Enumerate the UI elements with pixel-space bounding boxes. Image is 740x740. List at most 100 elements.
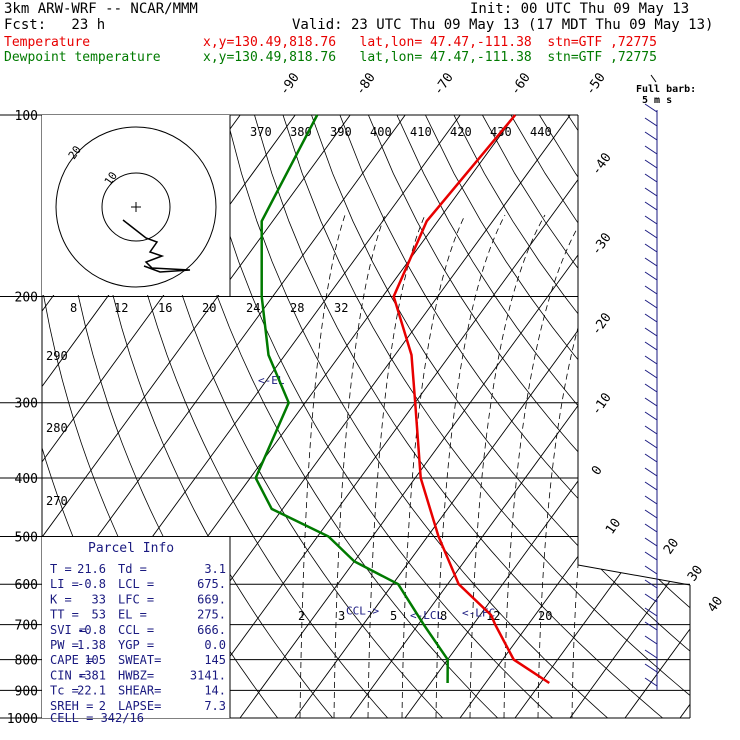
isotherm-label: 0 <box>589 463 606 478</box>
hodograph-speed-label: 32 <box>334 301 348 315</box>
temperature-line <box>392 114 550 685</box>
parcel-value: 2 <box>99 699 106 713</box>
hodograph-speed-label: 28 <box>290 301 304 315</box>
wind-barb <box>644 187 658 197</box>
isotherm-line <box>42 115 406 718</box>
pressure-tick-label: 900 <box>15 684 38 699</box>
isotherm-line <box>679 115 690 718</box>
adiabat-label: 270 <box>46 494 68 508</box>
wind-barb <box>644 677 658 687</box>
hodograph-ring <box>55 126 217 288</box>
mixing-ratio-label: 20 <box>538 609 552 623</box>
wind-barb <box>644 257 658 267</box>
parcel-cell: CELL = 342/16 <box>50 711 144 725</box>
mixing-ratio-label: 3 <box>338 609 345 623</box>
wind-barb <box>644 229 658 239</box>
mixing-ratio-line <box>435 214 506 718</box>
parcel-value: 1.38 <box>77 638 106 652</box>
hodograph-ring-label: 20 <box>66 143 84 161</box>
theta-label: 420 <box>450 125 472 139</box>
hodograph-origin <box>131 202 141 212</box>
parcel-title: Parcel Info <box>88 541 174 556</box>
parcel-label: PW = <box>50 638 79 652</box>
parcel-label: SREH = <box>50 699 93 713</box>
dry-adiabat <box>254 115 663 718</box>
parcel-label: SHEAR= <box>118 684 161 698</box>
dewpoint-location: x,y=130.49,818.76 lat,lon= 47.47,-111.38… <box>203 50 657 65</box>
parcel-value: -381 <box>77 668 106 682</box>
pressure-tick-label: 200 <box>15 291 38 306</box>
wind-barb <box>644 327 658 337</box>
dry-adiabat <box>396 115 690 718</box>
wind-barb <box>644 621 658 631</box>
parcel-value: 669. <box>197 592 226 606</box>
wind-barb <box>644 159 658 169</box>
model-title: 3km ARW-WRF -- NCAR/MMM <box>4 1 198 17</box>
hodograph-speed-label: 16 <box>158 301 172 315</box>
parcel-label: LCL = <box>118 577 154 591</box>
parcel-label: T = <box>50 562 72 576</box>
wind-barb <box>644 145 658 155</box>
pressure-tick-label: 400 <box>15 472 38 487</box>
parcel-label: YGP = <box>118 638 154 652</box>
dry-adiabat <box>168 115 498 718</box>
wind-barb-sample <box>650 74 657 83</box>
mixing-ratio-line <box>367 214 426 718</box>
dry-adiabat <box>595 115 690 718</box>
pressure-tick-label: 500 <box>15 530 38 545</box>
dry-adiabat <box>539 115 690 718</box>
hodograph-speed-label: 12 <box>114 301 128 315</box>
theta-label: 440 <box>530 125 552 139</box>
dry-adiabat <box>282 115 690 718</box>
wind-barb <box>644 607 658 617</box>
pressure-tick-label: 600 <box>15 578 38 593</box>
isotherm-label: 10 <box>603 516 624 537</box>
parcel-label: Tc = <box>50 684 79 698</box>
parcel-label: LAPSE= <box>118 699 161 713</box>
wind-barb <box>644 579 658 589</box>
mixing-ratio-label: 8 <box>440 609 447 623</box>
parcel-label: TT = <box>50 608 79 622</box>
wind-barb <box>644 509 658 519</box>
mixing-ratio-line <box>299 214 346 718</box>
dry-adiabat <box>482 115 690 718</box>
temperature-location: x,y=130.49,818.76 lat,lon= 47.47,-111.38… <box>203 35 657 50</box>
wind-barb <box>644 285 658 295</box>
wind-barb <box>644 313 658 323</box>
wind-barb <box>644 369 658 379</box>
wind-barb <box>644 215 658 225</box>
isotherm-label: -30 <box>589 230 615 258</box>
wind-barb <box>644 243 658 253</box>
parcel-label: CIN = <box>50 668 86 682</box>
isotherm-label: 30 <box>685 563 706 584</box>
isotherm-line <box>569 115 690 718</box>
wind-barbs <box>644 74 658 690</box>
parcel-label: EL = <box>118 608 147 622</box>
wind-barb <box>644 131 658 141</box>
dry-adiabat <box>681 115 690 718</box>
wind-barb <box>644 341 658 351</box>
dry-adiabat <box>339 115 690 718</box>
parcel-label: HWBZ= <box>118 668 154 682</box>
parcel-label: SWEAT= <box>118 653 161 667</box>
hodograph-speed-label: 24 <box>246 301 260 315</box>
parcel-value: 21.6 <box>77 562 106 576</box>
wind-barb <box>644 425 658 435</box>
parcel-label: CAPE = <box>50 653 93 667</box>
isotherm-label: 20 <box>661 536 682 557</box>
mixing-ratio-label: 5 <box>390 609 397 623</box>
isotherm-label: -70 <box>431 70 457 98</box>
init-time: Init: 00 UTC Thu 09 May 13 <box>470 1 690 17</box>
wind-barb <box>644 117 658 127</box>
parcel-label: CCL = <box>118 623 154 637</box>
theta-label: 410 <box>410 125 432 139</box>
ccl-marker: CCL-> <box>346 605 379 618</box>
parcel-label: LFC = <box>118 592 154 606</box>
mixing-ratio-line <box>401 214 466 718</box>
wind-barb-legend: Full barb: <box>636 84 696 95</box>
wind-barb <box>644 397 658 407</box>
parcel-value: 0.0 <box>204 638 226 652</box>
wind-barb <box>644 523 658 533</box>
